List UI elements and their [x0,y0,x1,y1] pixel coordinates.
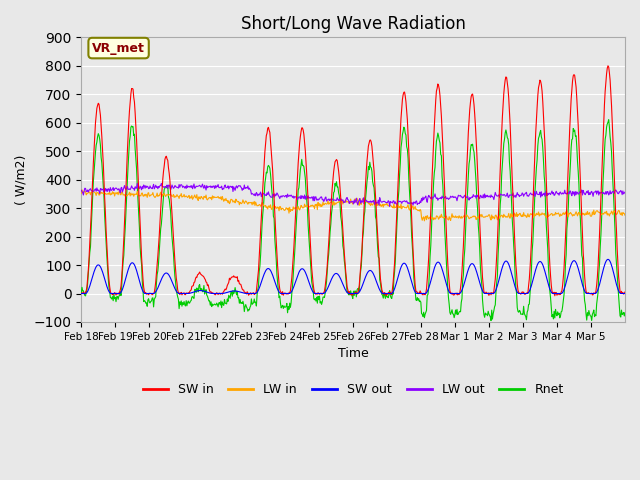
Title: Short/Long Wave Radiation: Short/Long Wave Radiation [241,15,465,33]
Y-axis label: ( W/m2): ( W/m2) [15,155,28,205]
X-axis label: Time: Time [338,347,369,360]
Legend: SW in, LW in, SW out, LW out, Rnet: SW in, LW in, SW out, LW out, Rnet [138,378,568,401]
Text: VR_met: VR_met [92,42,145,55]
